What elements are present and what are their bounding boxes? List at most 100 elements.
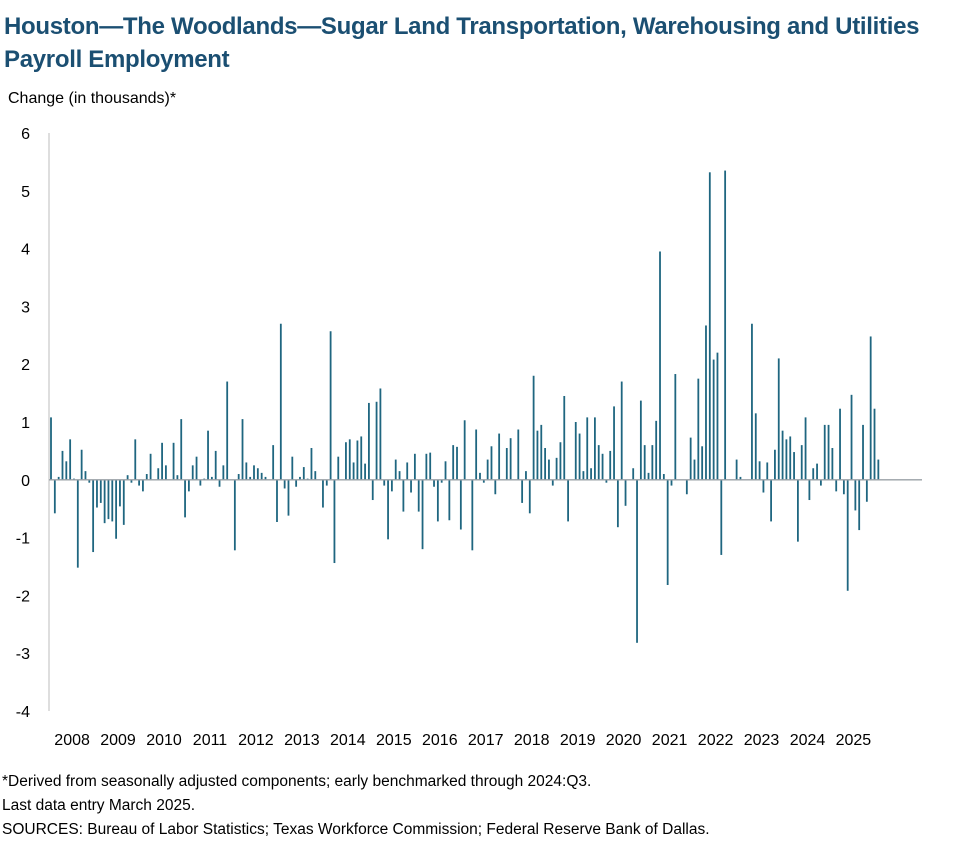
- bar: [226, 381, 229, 480]
- bar: [88, 479, 91, 483]
- bar: [218, 479, 221, 487]
- bar: [322, 479, 324, 508]
- bar: [103, 479, 106, 524]
- bar: [272, 445, 275, 480]
- bar: [555, 457, 558, 480]
- bar: [785, 439, 788, 480]
- bar: [184, 479, 186, 518]
- bar: [754, 413, 757, 480]
- bar: [245, 462, 248, 480]
- bar: [544, 448, 547, 480]
- bar: [605, 479, 608, 483]
- bar: [50, 417, 52, 480]
- bar: [601, 453, 604, 480]
- bar: [670, 479, 673, 486]
- y-tick-label: -3: [16, 646, 30, 663]
- bar: [302, 467, 305, 480]
- x-tick-label: 2011: [193, 732, 228, 749]
- bar: [61, 450, 64, 480]
- bar: [283, 479, 286, 489]
- bar: [835, 479, 838, 492]
- bar: [187, 479, 190, 492]
- bar: [413, 453, 416, 480]
- bar: [115, 479, 118, 539]
- bar: [655, 420, 658, 480]
- bar: [452, 445, 455, 480]
- x-tick-label: 2017: [468, 732, 504, 749]
- bar: [421, 479, 424, 550]
- bar: [858, 479, 861, 531]
- bar: [636, 479, 638, 643]
- bar: [398, 471, 401, 480]
- bar: [145, 474, 148, 480]
- bar: [789, 436, 792, 480]
- bar: [800, 445, 803, 480]
- bar: [632, 468, 635, 480]
- bar: [804, 417, 807, 480]
- bar: [781, 430, 784, 480]
- bar: [751, 323, 753, 480]
- bar: [134, 439, 137, 480]
- y-tick-label: 3: [21, 299, 30, 316]
- bar: [540, 424, 543, 480]
- bar: [176, 475, 179, 480]
- bar: [111, 479, 114, 522]
- bar: [816, 463, 818, 480]
- bar: [440, 479, 443, 483]
- x-tick-label: 2008: [54, 732, 90, 749]
- bar: [157, 468, 160, 480]
- bar: [563, 395, 566, 480]
- bar: [333, 479, 336, 564]
- bar: [199, 479, 202, 486]
- bar: [697, 378, 700, 480]
- bar: [92, 479, 95, 553]
- bar: [735, 459, 738, 480]
- bar: [701, 446, 704, 480]
- x-tick-label: 2019: [560, 732, 596, 749]
- bar: [122, 479, 125, 525]
- bar: [126, 475, 129, 480]
- footnote-derived: *Derived from seasonally adjusted compon…: [2, 773, 592, 790]
- bar: [291, 456, 294, 480]
- bar: [823, 424, 826, 480]
- footnote-sources: SOURCES: Bureau of Labor Statistics; Tex…: [2, 821, 710, 838]
- bar: [433, 479, 435, 487]
- bar: [253, 465, 255, 480]
- bar: [222, 465, 225, 480]
- bar: [819, 479, 822, 486]
- bar: [345, 442, 347, 480]
- bar: [456, 446, 458, 480]
- bar: [597, 445, 600, 480]
- x-tick-label: 2015: [376, 732, 412, 749]
- bar: [241, 419, 244, 480]
- x-tick-label: 2020: [606, 732, 642, 749]
- bar: [402, 479, 405, 512]
- bar: [149, 453, 152, 480]
- bar: [394, 459, 397, 480]
- bar: [766, 462, 769, 480]
- footnotes: *Derived from seasonally adjusted compon…: [2, 770, 710, 842]
- bar: [639, 400, 642, 480]
- bar: [406, 462, 409, 480]
- bar: [854, 479, 857, 511]
- bar: [548, 459, 550, 480]
- bar: [165, 465, 167, 480]
- bar: [65, 461, 68, 480]
- bar: [712, 359, 715, 480]
- bar: [586, 417, 589, 480]
- bar: [210, 476, 213, 480]
- bar: [130, 479, 133, 483]
- bar: [609, 450, 612, 480]
- bar: [295, 479, 298, 487]
- bar: [53, 479, 56, 514]
- bar: [387, 479, 389, 540]
- bar: [877, 459, 880, 480]
- bar: [662, 474, 665, 480]
- bar: [850, 394, 853, 480]
- bar: [180, 419, 183, 480]
- bar: [574, 422, 577, 480]
- bar: [119, 479, 121, 507]
- bar: [705, 325, 707, 480]
- bars: [50, 170, 887, 643]
